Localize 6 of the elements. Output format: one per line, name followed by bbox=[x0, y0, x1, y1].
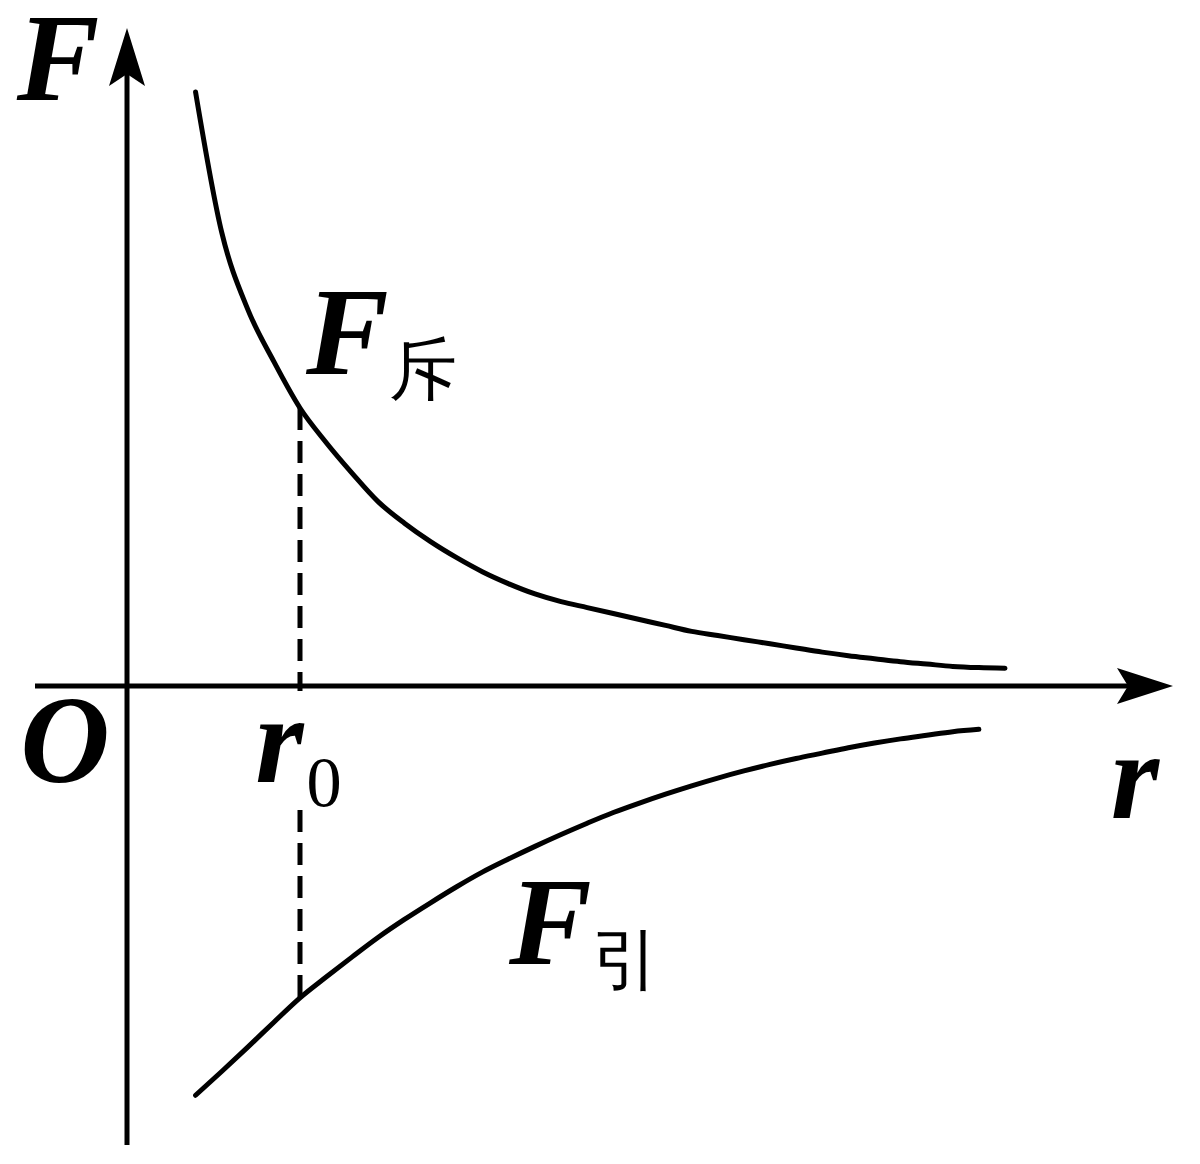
series-label: F$_{引}$ bbox=[508, 853, 660, 998]
category-label: r₀ bbox=[255, 672, 345, 809]
category-label: O bbox=[20, 672, 110, 809]
x-axis-title: r bbox=[1110, 708, 1160, 845]
y-axis-title: F bbox=[16, 0, 100, 127]
series-label: F$_{斥}$ bbox=[306, 264, 457, 409]
